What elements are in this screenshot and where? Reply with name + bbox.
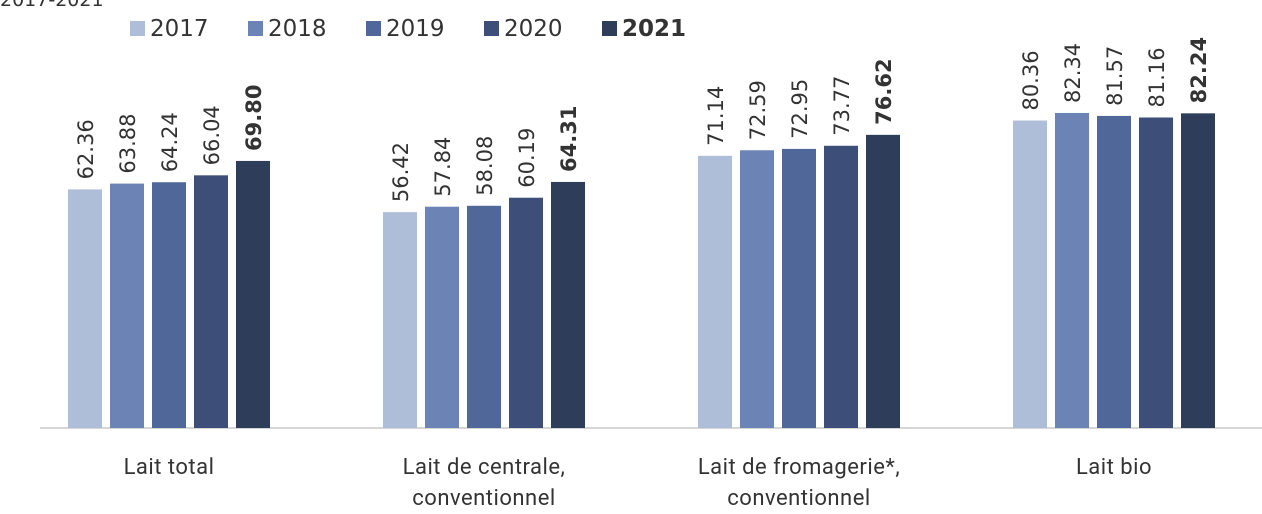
data-label: 81.57	[1103, 46, 1127, 106]
data-label: 72.59	[746, 80, 770, 140]
bar	[467, 205, 501, 428]
data-label: 64.31	[557, 106, 581, 172]
bar	[383, 212, 417, 428]
bar	[236, 160, 270, 429]
data-label: 82.24	[1187, 37, 1211, 103]
data-label: 56.42	[389, 142, 413, 202]
legend-swatch	[484, 21, 499, 36]
bar	[68, 189, 102, 428]
bar	[698, 155, 732, 428]
bar	[1139, 117, 1173, 428]
data-label: 80.36	[1019, 50, 1043, 110]
bar	[866, 134, 900, 429]
data-label: 81.16	[1145, 47, 1169, 107]
legend-label: 2021	[622, 16, 686, 42]
bar	[824, 145, 858, 428]
data-label: 69.80	[242, 85, 266, 151]
legend-swatch	[366, 21, 381, 36]
data-label: 76.62	[872, 58, 896, 124]
data-label: 71.14	[704, 86, 728, 146]
data-label: 60.19	[515, 128, 539, 188]
x-tick-label: Lait bio	[1075, 455, 1153, 480]
bar	[509, 197, 543, 428]
bar	[425, 206, 459, 428]
legend-swatch	[248, 21, 263, 36]
x-tick-label: Lait de centrale, conventionnel	[402, 455, 566, 511]
data-label: 82.34	[1061, 43, 1085, 103]
data-label: 73.77	[830, 76, 854, 136]
bar	[782, 148, 816, 428]
legend-label: 2018	[268, 16, 327, 42]
legend-label: 2019	[386, 16, 445, 42]
data-label: 63.88	[116, 113, 140, 173]
bar	[1097, 115, 1131, 428]
data-label: 58.08	[473, 136, 497, 196]
data-label: 66.04	[200, 105, 224, 165]
legend-label: 2017	[150, 16, 209, 42]
legend-swatch	[602, 21, 617, 36]
bar	[1181, 113, 1215, 428]
data-label: 57.84	[431, 137, 455, 197]
legend-label: 2020	[504, 16, 563, 42]
x-tick-label: Lait de fromagerie*, conventionnel	[697, 455, 901, 511]
legend-swatch	[130, 21, 145, 36]
bar	[551, 181, 585, 428]
data-label: 72.95	[788, 79, 812, 139]
chart-title: 2017-2021	[0, 0, 104, 11]
bar	[152, 182, 186, 428]
bar	[1013, 120, 1047, 429]
bar	[1055, 112, 1089, 428]
bar	[194, 175, 228, 428]
bar	[110, 183, 144, 428]
x-tick-label: Lait total	[123, 455, 215, 480]
data-label: 64.24	[158, 112, 182, 172]
bar	[740, 150, 774, 428]
data-label: 62.36	[74, 119, 98, 179]
